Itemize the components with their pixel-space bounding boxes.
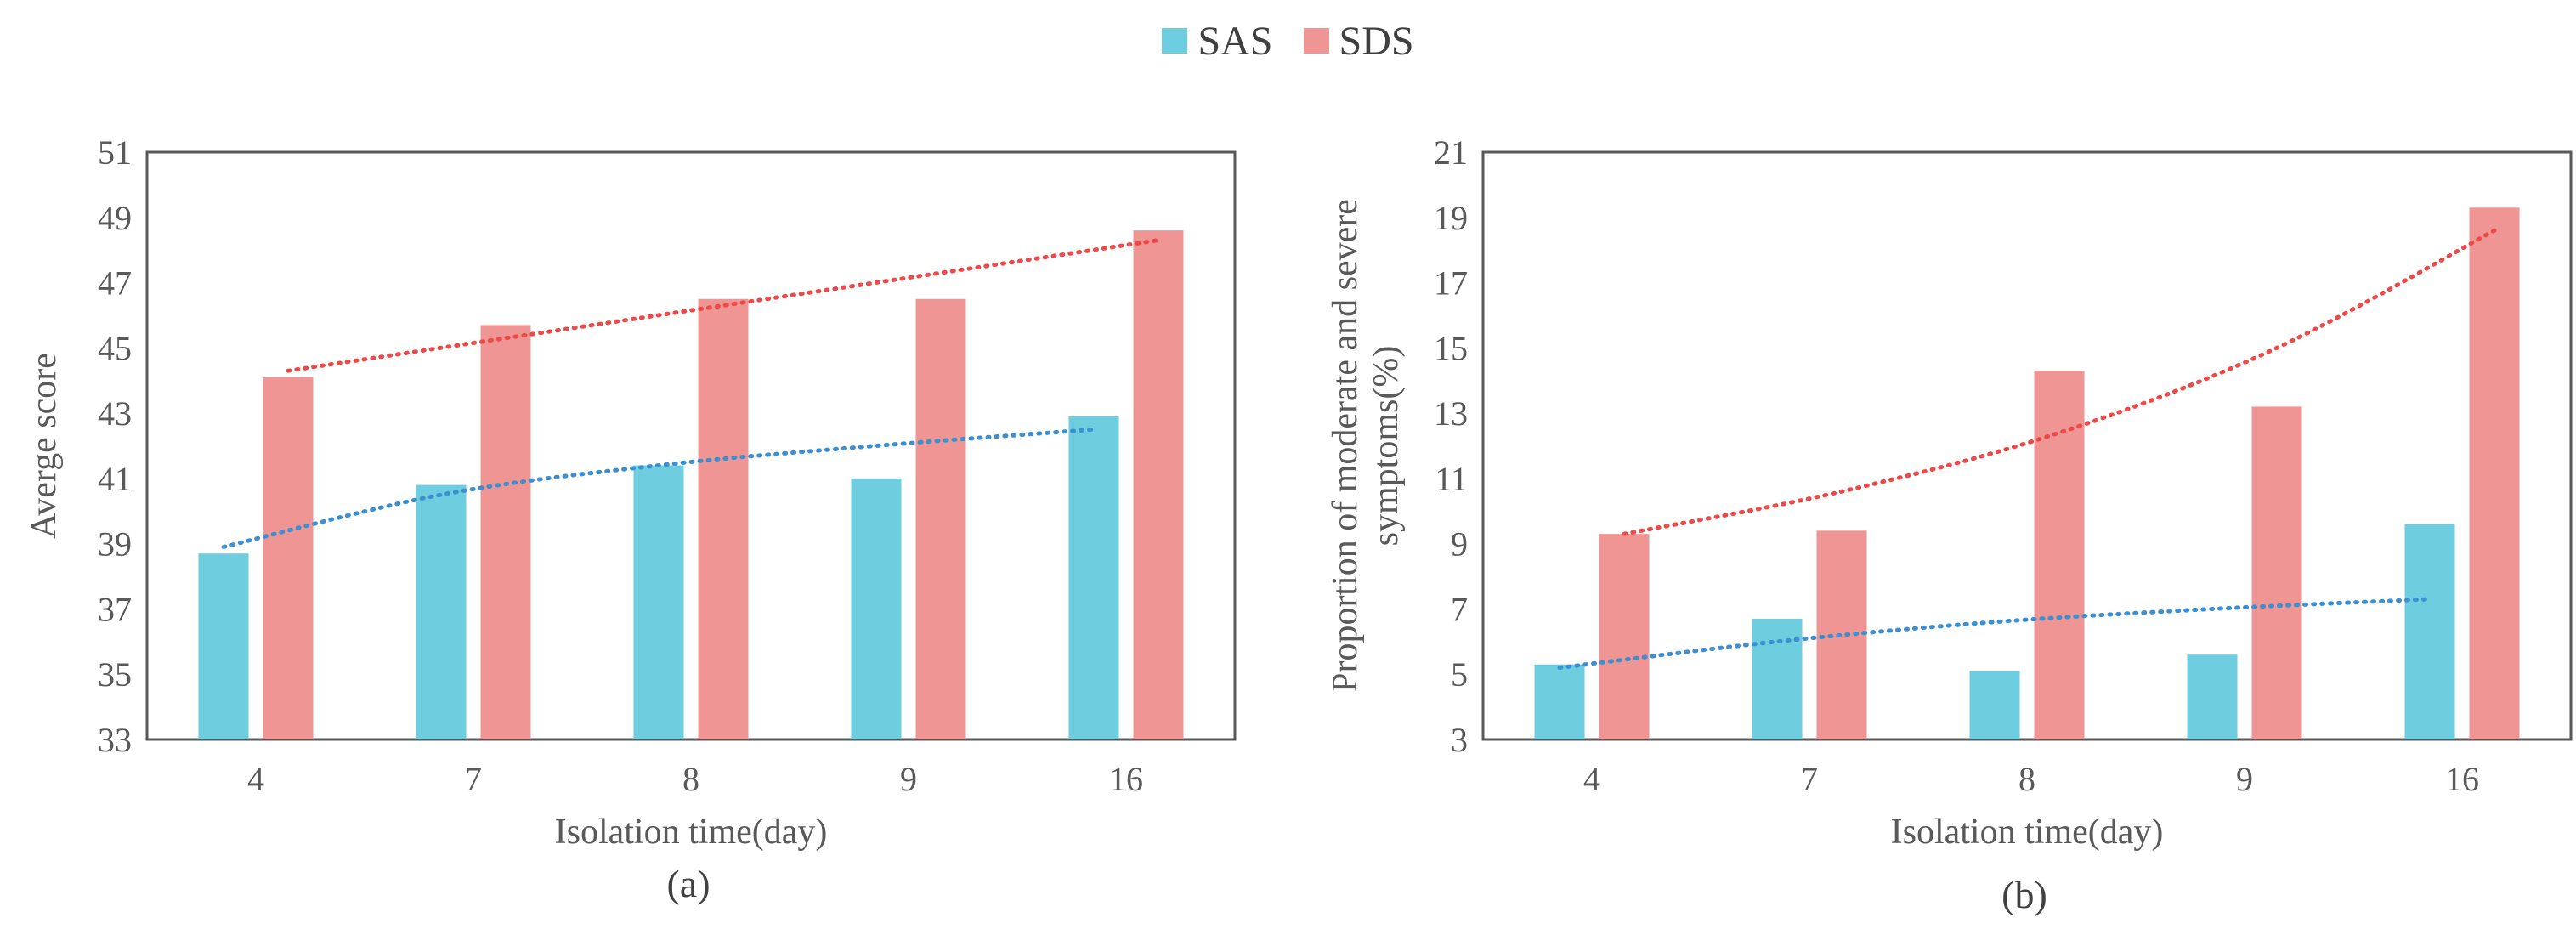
y-tick-label-17: 17 <box>1434 264 1468 303</box>
y-axis-title-line-1: Proportion of moderate and severe <box>1326 199 1365 693</box>
bar-sds-8 <box>698 298 749 739</box>
y-tick-label-21: 21 <box>1434 133 1468 172</box>
legend: SAS SDS <box>0 7 2576 75</box>
x-tick-label-8: 8 <box>682 760 699 798</box>
bar-sds-16 <box>1133 230 1184 740</box>
y-tick-label-51: 51 <box>98 133 132 172</box>
panel-label-a: (a) <box>666 862 710 905</box>
bar-sas-9 <box>2187 654 2238 739</box>
legend-label-sds: SDS <box>1339 18 1414 64</box>
y-tick-label-47: 47 <box>98 264 132 303</box>
x-axis-title: Isolation time(day) <box>555 813 828 852</box>
y-tick-label-11: 11 <box>1435 460 1468 498</box>
bar-sds-16 <box>2469 207 2520 739</box>
bar-sas-7 <box>1752 618 1803 739</box>
y-tick-label-33: 33 <box>98 721 132 759</box>
trendline-sas <box>221 427 1096 550</box>
y-axis-title-line-1: Averge score <box>25 353 64 539</box>
chart-b: 3 5 7 9 11 13 15 17 19 21 4 7 8 9 16 Isolation time(day… <box>1326 133 2573 916</box>
x-tick-label-16: 16 <box>1109 760 1143 798</box>
trendline-sds <box>286 238 1161 373</box>
x-tick-label-8: 8 <box>2018 760 2035 798</box>
y-tick-label-5: 5 <box>1451 655 1468 694</box>
legend-item-sas: SAS <box>1162 18 1273 65</box>
x-tick-label-7: 7 <box>465 760 482 798</box>
y-tick-label-45: 45 <box>98 329 132 367</box>
y-tick-label-49: 49 <box>98 199 132 237</box>
panel-label-b: (b) <box>2001 873 2047 916</box>
y-tick-label-13: 13 <box>1434 394 1468 433</box>
trendline-sds <box>1622 228 2497 536</box>
trendline-sas <box>1557 597 2432 671</box>
x-tick-label-7: 7 <box>1801 760 1818 798</box>
y-tick-label-19: 19 <box>1434 199 1468 237</box>
bar-sds-9 <box>915 298 966 739</box>
x-tick-label-9: 9 <box>900 760 917 798</box>
y-tick-label-39: 39 <box>98 525 132 564</box>
y-tick-label-15: 15 <box>1434 329 1468 367</box>
y-tick-label-43: 43 <box>98 394 132 433</box>
y-tick-label-7: 7 <box>1451 590 1468 628</box>
x-tick-label-4: 4 <box>247 760 264 798</box>
legend-swatch-sds <box>1303 28 1329 54</box>
bar-sas-7 <box>416 484 467 739</box>
bar-sds-4 <box>1599 534 1650 739</box>
y-axis-title-line-2: symptoms(%) <box>1367 346 1406 547</box>
bar-sas-4 <box>198 553 249 739</box>
bar-sas-8 <box>1969 671 2020 739</box>
x-tick-label-9: 9 <box>2236 760 2253 798</box>
bar-sds-7 <box>480 325 531 739</box>
x-tick-label-16: 16 <box>2445 760 2479 798</box>
y-tick-label-41: 41 <box>98 460 132 498</box>
y-tick-label-37: 37 <box>98 590 132 628</box>
bar-sds-8 <box>2034 371 2085 739</box>
bar-sas-9 <box>851 478 902 739</box>
bar-sas-4 <box>1534 664 1585 739</box>
bar-sas-8 <box>633 465 684 739</box>
x-axis-title: Isolation time(day) <box>1891 813 2164 852</box>
bar-sas-16 <box>1068 416 1119 739</box>
x-tick-label-4: 4 <box>1583 760 1600 798</box>
legend-swatch-sas <box>1162 28 1188 54</box>
y-tick-label-35: 35 <box>98 655 132 694</box>
legend-label-sas: SAS <box>1197 18 1273 64</box>
y-tick-label-9: 9 <box>1451 525 1468 564</box>
bar-sds-4 <box>263 377 314 739</box>
bar-sas-16 <box>2404 524 2455 739</box>
y-tick-label-3: 3 <box>1451 721 1468 759</box>
plot-frame <box>145 150 1237 741</box>
plot-frame <box>1481 150 2573 741</box>
legend-item-sds: SDS <box>1303 18 1414 65</box>
bar-sds-9 <box>2251 406 2302 739</box>
